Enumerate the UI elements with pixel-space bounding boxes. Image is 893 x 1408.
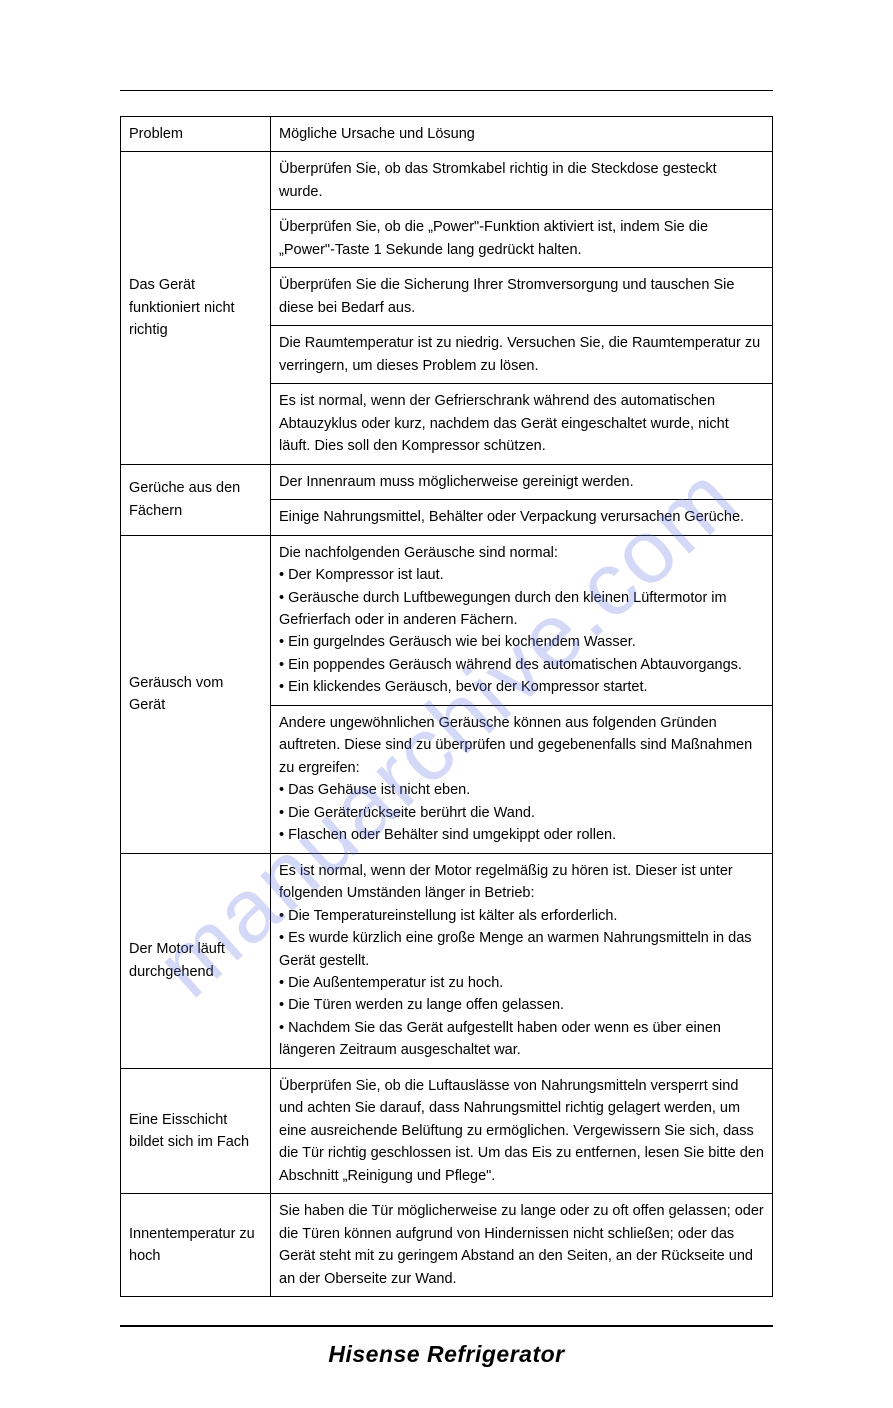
- table-row: Geräusch vom Gerät Die nachfolgenden Ger…: [121, 535, 773, 705]
- troubleshooting-table: Problem Mögliche Ursache und Lösung Das …: [120, 116, 773, 1297]
- cause-cell: Überprüfen Sie die Sicherung Ihrer Strom…: [271, 268, 773, 326]
- cause-cell: Andere ungewöhnlichen Geräusche können a…: [271, 705, 773, 853]
- header-problem: Problem: [121, 117, 271, 152]
- table-row: Gerüche aus den Fächern Der Innenraum mu…: [121, 464, 773, 499]
- top-rule: [120, 90, 773, 91]
- cause-cell: Einige Nahrungsmittel, Behälter oder Ver…: [271, 500, 773, 535]
- cause-cell: Überprüfen Sie, ob die Luftauslässe von …: [271, 1068, 773, 1193]
- cause-cell: Die nachfolgenden Geräusche sind normal:…: [271, 535, 773, 705]
- cause-cell: Es ist normal, wenn der Motor regelmäßig…: [271, 853, 773, 1068]
- cause-cell: Die Raumtemperatur ist zu niedrig. Versu…: [271, 326, 773, 384]
- footer-rule: [120, 1325, 773, 1327]
- table-row: Innentemperatur zu hoch Sie haben die Tü…: [121, 1194, 773, 1297]
- problem-cell: Der Motor läuft durchgehend: [121, 853, 271, 1068]
- manual-page: manuarchive.com Problem Mögliche Ursache…: [0, 0, 893, 1408]
- problem-cell: Innentemperatur zu hoch: [121, 1194, 271, 1297]
- problem-cell: Eine Eisschicht bildet sich im Fach: [121, 1068, 271, 1193]
- problem-cell: Geräusch vom Gerät: [121, 535, 271, 853]
- table-header-row: Problem Mögliche Ursache und Lösung: [121, 117, 773, 152]
- cause-cell: Es ist normal, wenn der Gefrierschrank w…: [271, 384, 773, 464]
- table-body: Problem Mögliche Ursache und Lösung Das …: [121, 117, 773, 1297]
- problem-cell: Gerüche aus den Fächern: [121, 464, 271, 535]
- cause-cell: Überprüfen Sie, ob das Stromkabel richti…: [271, 152, 773, 210]
- problem-cell: Das Gerät funktioniert nicht richtig: [121, 152, 271, 464]
- table-row: Das Gerät funktioniert nicht richtig Übe…: [121, 152, 773, 210]
- table-row: Eine Eisschicht bildet sich im Fach Über…: [121, 1068, 773, 1193]
- table-row: Der Motor läuft durchgehend Es ist norma…: [121, 853, 773, 1068]
- header-cause: Mögliche Ursache und Lösung: [271, 117, 773, 152]
- cause-cell: Sie haben die Tür möglicherweise zu lang…: [271, 1194, 773, 1297]
- cause-cell: Überprüfen Sie, ob die „Power"-Funktion …: [271, 210, 773, 268]
- cause-cell: Der Innenraum muss möglicherweise gerein…: [271, 464, 773, 499]
- footer-brand: Hisense Refrigerator: [120, 1341, 773, 1368]
